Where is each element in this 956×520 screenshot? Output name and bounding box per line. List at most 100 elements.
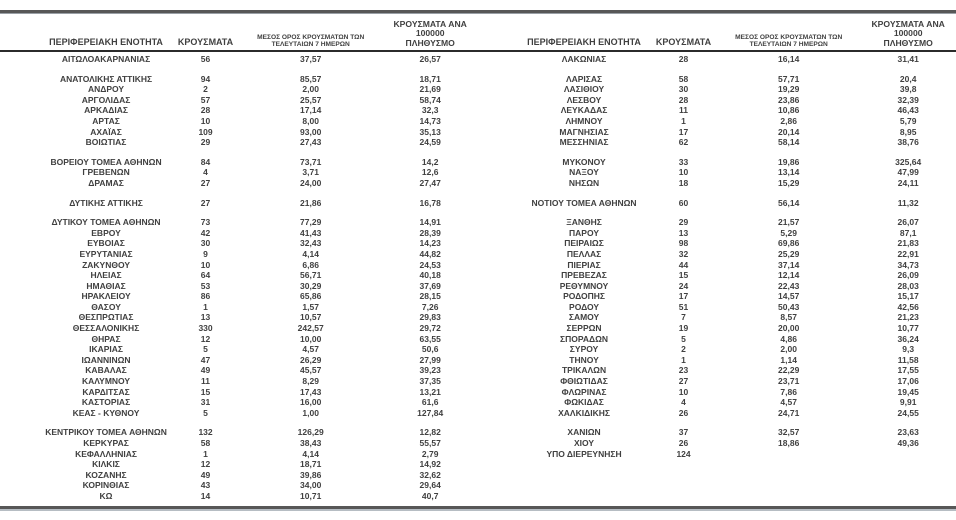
cases-cell: 33 bbox=[678, 156, 689, 167]
avg7-cell: 23,86 bbox=[778, 94, 800, 105]
per100k-cell: 21,23 bbox=[897, 312, 919, 323]
avg7-cell: 10,86 bbox=[778, 105, 800, 116]
region-cell: ΘΑΣΟΥ bbox=[91, 301, 121, 312]
avg7-cell: 57,71 bbox=[778, 73, 800, 84]
avg7-cell: 10,71 bbox=[300, 490, 322, 501]
cases-cell: 17 bbox=[678, 291, 689, 302]
per100k-cell: 37,35 bbox=[419, 376, 441, 387]
per100k-cell: 12,82 bbox=[419, 427, 441, 438]
avg7-cell: 8,57 bbox=[780, 312, 797, 323]
column-header-avg7-line2: ΤΕΛΕΥΤΑΙΩΝ 7 ΗΜΕΡΩΝ bbox=[749, 40, 828, 48]
avg7-cell: 32,57 bbox=[778, 427, 800, 438]
table-row: ΣΥΡΟΥ 2 2,00 9,3 bbox=[478, 344, 956, 355]
table-row: ΦΘΙΩΤΙΔΑΣ 27 23,71 17,06 bbox=[478, 376, 956, 387]
avg7-cell: 30,29 bbox=[300, 280, 322, 291]
region-cell: ΛΕΥΚΑΔΑΣ bbox=[560, 105, 608, 116]
table-row: ΖΑΚΥΝΘΟΥ 10 6,86 24,53 bbox=[0, 260, 478, 271]
column-header-per100k: ΚΡΟΥΣΜΑΤΑ ΑΝΑ 100000 ΠΛΗΘΥΣΜΟ bbox=[382, 20, 478, 50]
cases-cell: 23 bbox=[678, 365, 689, 376]
region-cell: ΤΗΝΟΥ bbox=[569, 354, 599, 365]
bottom-divider bbox=[0, 506, 956, 511]
region-cell: ΧΑΛΚΙΔΙΚΗΣ bbox=[558, 407, 610, 418]
region-cell: ΦΘΙΩΤΙΔΑΣ bbox=[560, 376, 608, 387]
row-group: ΒΟΡΕΙΟΥ ΤΟΜΕΑ ΑΘΗΝΩΝ 84 73,71 14,2 ΓΡΕΒΕΝΩΝ 4… bbox=[0, 157, 478, 189]
table-header-right: ΠΕΡΙΦΕΡΕΙΑΚΗ ΕΝΟΤΗΤΑ ΚΡΟΥΣΜΑΤΑ ΜΕΣΟΣ ΟΡΟ… bbox=[478, 20, 956, 50]
per100k-cell: 13,21 bbox=[419, 386, 441, 397]
avg7-cell: 126,29 bbox=[297, 427, 324, 438]
table-row: ΥΠΟ ΔΙΕΡΕΥΝΗΣΗ 124 bbox=[478, 449, 956, 460]
table-row: ΦΩΚΙΔΑΣ 4 4,57 9,91 bbox=[478, 397, 956, 408]
region-cell: ΑΡΓΟΛΙΔΑΣ bbox=[81, 94, 131, 105]
column-header-avg7: ΜΕΣΟΣ ΟΡΟΣ ΚΡΟΥΣΜΑΤΩΝ ΤΩΝ ΤΕΛΕΥΤΑΙΩΝ 7 Η… bbox=[717, 34, 860, 50]
region-cell: ΝΗΣΩΝ bbox=[568, 177, 600, 188]
per100k-cell: 18,71 bbox=[419, 73, 441, 84]
per100k-cell: 14,2 bbox=[421, 156, 439, 167]
per100k-cell: 31,41 bbox=[897, 54, 919, 64]
cases-cell: 124 bbox=[676, 448, 691, 459]
table-row: ΚΟΖΑΝΗΣ 49 39,86 32,62 bbox=[0, 470, 478, 481]
avg7-cell: 19,29 bbox=[778, 84, 800, 95]
region-cell: ΚΑΡΔΙΤΣΑΣ bbox=[82, 386, 130, 397]
avg7-cell: 22,29 bbox=[778, 365, 800, 376]
region-cell: ΧΙΟΥ bbox=[574, 438, 595, 448]
row-group: ΧΑΝΙΩΝ 37 32,57 23,63 ΧΙΟΥ 26 18,86 49,36 ΥΠΟ ΔΙ… bbox=[478, 427, 956, 459]
cases-cell: 11 bbox=[201, 376, 211, 387]
avg7-cell: 1,57 bbox=[302, 301, 319, 312]
avg7-cell: 20,14 bbox=[778, 126, 800, 137]
table-row: ΧΑΝΙΩΝ 37 32,57 23,63 bbox=[478, 427, 956, 438]
per100k-cell: 29,83 bbox=[419, 312, 441, 323]
table-row: ΔΥΤΙΚΗΣ ΑΤΤΙΚΗΣ 27 21,86 16,78 bbox=[0, 198, 478, 209]
avg7-cell: 2,86 bbox=[780, 115, 797, 126]
cases-cell: 9 bbox=[203, 248, 208, 259]
avg7-cell: 39,86 bbox=[300, 469, 322, 480]
cases-cell: 44 bbox=[678, 259, 689, 270]
region-cell: ΚΟΖΑΝΗΣ bbox=[85, 469, 127, 480]
row-group: ΝΟΤΙΟΥ ΤΟΜΕΑ ΑΘΗΝΩΝ 60 56,14 11,32 bbox=[478, 198, 956, 209]
avg7-cell: 65,86 bbox=[300, 291, 322, 302]
column-header-avg7: ΜΕΣΟΣ ΟΡΟΣ ΚΡΟΥΣΜΑΤΩΝ ΤΩΝ ΤΕΛΕΥΤΑΙΩΝ 7 Η… bbox=[239, 34, 382, 50]
per100k-cell: 8,95 bbox=[899, 126, 917, 137]
cases-cell: 29 bbox=[200, 137, 211, 148]
region-cell: ΛΑΚΩΝΙΑΣ bbox=[561, 54, 607, 64]
region-cell: ΘΕΣΠΡΩΤΙΑΣ bbox=[78, 312, 134, 323]
cases-cell: 15 bbox=[678, 270, 689, 281]
cases-cell: 49 bbox=[200, 469, 211, 480]
table-header-row: ΠΕΡΙΦΕΡΕΙΑΚΗ ΕΝΟΤΗΤΑ ΚΡΟΥΣΜΑΤΑ ΜΕΣΟΣ ΟΡΟ… bbox=[0, 20, 956, 52]
per100k-cell: 32,3 bbox=[421, 105, 439, 116]
avg7-cell: 2,00 bbox=[780, 344, 797, 355]
per100k-cell: 19,45 bbox=[897, 386, 919, 397]
cases-cell: 4 bbox=[681, 397, 686, 408]
cases-cell: 84 bbox=[200, 156, 211, 167]
per100k-cell: 11,32 bbox=[897, 197, 919, 208]
avg7-cell: 45,57 bbox=[300, 365, 322, 376]
table-row: ΙΩΑΝΝΙΝΩΝ 47 26,29 27,99 bbox=[0, 355, 478, 366]
per100k-cell: 38,76 bbox=[897, 137, 919, 148]
table-row: ΔΥΤΙΚΟΥ ΤΟΜΕΑ ΑΘΗΝΩΝ 73 77,29 14,91 bbox=[0, 217, 478, 228]
cases-cell: 27 bbox=[200, 177, 211, 188]
table-row: ΗΡΑΚΛΕΙΟΥ 86 65,86 28,15 bbox=[0, 291, 478, 302]
avg7-cell: 18,71 bbox=[300, 459, 322, 470]
per100k-cell: 37,69 bbox=[419, 280, 441, 291]
table-row: ΚΕΦΑΛΛΗΝΙΑΣ 1 4,14 2,79 bbox=[0, 449, 478, 460]
per100k-cell: 24,59 bbox=[419, 137, 441, 148]
region-cell: ΠΕΙΡΑΙΩΣ bbox=[564, 238, 604, 249]
per100k-cell: 87,1 bbox=[899, 227, 917, 238]
cases-cell: 27 bbox=[678, 376, 689, 387]
cases-cell: 47 bbox=[200, 354, 211, 365]
per100k-cell: 55,57 bbox=[419, 438, 441, 448]
table-row: ΚΑΛΥΜΝΟΥ 11 8,29 37,35 bbox=[0, 376, 478, 387]
table-row: ΘΕΣΣΑΛΟΝΙΚΗΣ 330 242,57 29,72 bbox=[0, 323, 478, 334]
table-row: ΝΗΣΩΝ 18 15,29 24,11 bbox=[478, 178, 956, 189]
avg7-cell: 12,14 bbox=[778, 270, 800, 281]
region-cell: ΜΕΣΣΗΝΙΑΣ bbox=[559, 137, 609, 148]
per100k-cell: 29,72 bbox=[419, 323, 441, 334]
avg7-cell: 242,57 bbox=[297, 323, 324, 334]
cases-cell: 32 bbox=[678, 248, 689, 259]
region-cell: ΞΑΝΘΗΣ bbox=[566, 217, 602, 228]
cases-cell: 12 bbox=[200, 459, 211, 470]
per100k-cell: 15,17 bbox=[897, 291, 919, 302]
region-cell: ΚΑΣΤΟΡΙΑΣ bbox=[81, 397, 131, 408]
table-row: ΚΙΛΚΙΣ 12 18,71 14,92 bbox=[0, 459, 478, 470]
avg7-cell: 41,43 bbox=[300, 227, 322, 238]
region-cell: ΑΡΚΑΔΙΑΣ bbox=[84, 105, 128, 116]
